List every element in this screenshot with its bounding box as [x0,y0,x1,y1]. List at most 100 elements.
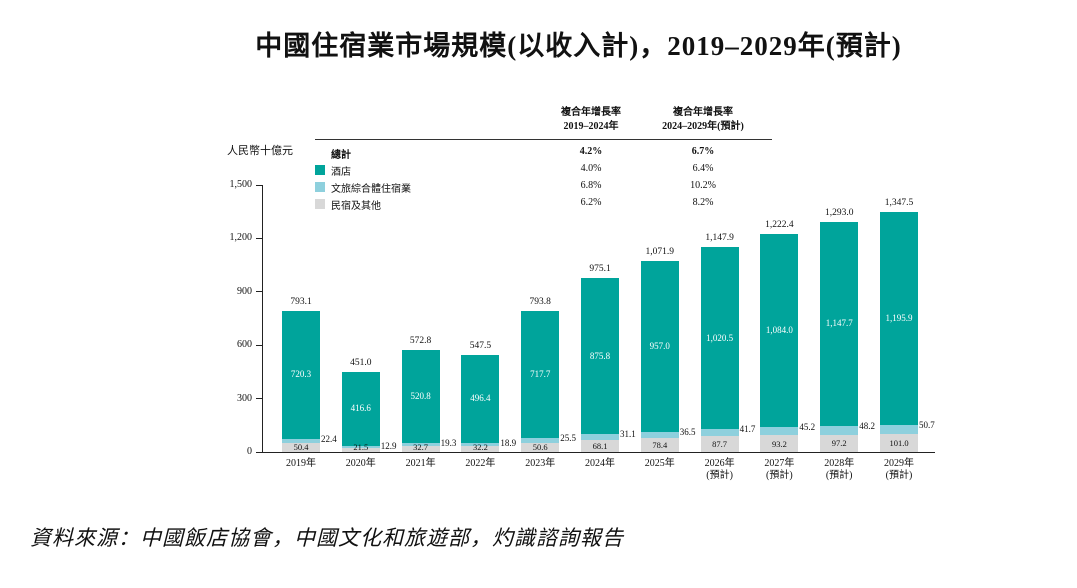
x-tick-label: 2024年 [585,458,615,469]
x-tick-label: 2027年 (預計) [764,458,795,481]
homestay-value-label: 87.7 [712,439,728,450]
hotel-value-label: 957.0 [649,340,670,351]
bar-segment-hotel [760,234,799,428]
cagr-value-hotel-2: 6.4% [692,163,714,174]
culture-tourism-value-label: 36.5 [679,426,696,437]
homestay-value-label: 78.4 [652,440,668,451]
legend-swatch-homestay [315,199,325,209]
y-tick-mark [256,398,262,400]
total-value-label: 1,347.5 [884,198,914,209]
homestay-value-label: 32.2 [472,442,488,452]
bar-segment-culture-tourism [401,442,440,447]
bar-segment-hotel [640,261,679,432]
bar-segment-culture-tourism [820,426,859,435]
bar-segment-hotel [401,350,440,443]
hotel-value-label: 875.8 [589,350,611,361]
y-tick-mark [256,184,262,186]
y-tick-mark [256,344,262,346]
y-tick-label: 600 [237,339,252,351]
bar-segment-homestay [820,434,859,452]
bar-segment-homestay [521,442,560,452]
x-tick-label: 2023年 [525,458,556,469]
cagr-value-culture-tourism-1: 6.8% [580,180,602,191]
bar-segment-culture-tourism [521,438,560,443]
homestay-value-label: 32.7 [413,442,429,452]
culture-tourism-value-label: 41.7 [739,423,756,434]
bar-segment-hotel [521,310,560,439]
bar-segment-homestay [880,434,918,452]
culture-tourism-value-label: 25.5 [560,433,576,444]
culture-tourism-value-label: 45.2 [799,422,816,433]
total-value-label: 793.8 [529,296,551,307]
cagr-value-homestay-1: 6.2% [580,197,602,208]
homestay-value-label: 68.1 [592,440,608,451]
hotel-value-label: 496.4 [470,393,491,404]
bar-segment-homestay [461,446,500,452]
x-axis-line [262,452,935,453]
bar-segment-hotel [282,310,320,440]
culture-tourism-value-label: 48.2 [859,421,875,432]
total-value-label: 1,071.9 [645,247,675,258]
hotel-value-label: 1,147.7 [825,318,853,329]
y-axis-line [262,185,263,453]
chart-title: 中國住宿業市場規模(以收入計)，2019–2029年(預計) [255,31,902,61]
homestay-value-label: 50.6 [532,442,548,452]
hotel-value-label: 1,084.0 [765,325,793,336]
source-note: 資料來源：中國飯店協會，中國文化和旅遊部，灼識諮詢報告 [30,526,624,550]
homestay-value-label: 21.5 [353,442,369,452]
bar-segment-homestay [760,435,799,452]
x-tick-label: 2021年 [405,458,436,469]
x-tick-label: 2029年 (預計) [884,458,914,481]
homestay-value-label: 101.0 [889,438,909,448]
cagr-header-2024-2029: 複合年增長率 2024–2029年(預計) [662,107,744,132]
y-tick-mark [256,237,262,239]
bar-segment-culture-tourism [581,434,619,440]
total-value-label: 793.1 [290,296,312,307]
y-axis-unit-label: 人民幣十億元 [227,145,293,157]
culture-tourism-value-label: 19.3 [440,437,457,448]
bar-segment-culture-tourism [640,431,679,439]
y-tick-label: 900 [237,285,252,297]
x-tick-label: 2028年 (預計) [824,458,855,481]
culture-tourism-value-label: 12.9 [380,440,397,451]
cagr-value-hotel-1: 4.0% [580,163,602,174]
bar-segment-culture-tourism [461,442,500,447]
y-tick-label: 300 [237,392,252,404]
y-tick-label: 1,500 [229,179,253,190]
legend-label-total: 總計 [331,150,351,161]
x-tick-label: 2025年 [644,458,675,469]
hotel-value-label: 1,020.5 [706,332,734,343]
homestay-value-label: 97.2 [831,438,847,449]
legend-label-hotel: 酒店 [331,167,351,178]
total-value-label: 451.0 [350,357,372,368]
x-tick-label: 2019年 [286,458,316,469]
total-value-label: 1,222.4 [765,220,794,231]
bar-segment-homestay [401,446,440,452]
y-tick-mark [256,451,262,453]
legend-label-homestay: 民宿及其他 [331,201,381,212]
hotel-value-label: 520.8 [410,390,431,401]
bar-segment-homestay [700,436,739,452]
legend-swatch-culture-tourism [315,182,325,192]
x-tick-label: 2026年 (預計) [704,458,735,481]
x-tick-label: 2022年 [465,458,496,469]
culture-tourism-value-label: 31.1 [620,429,636,440]
bar-segment-culture-tourism [282,439,320,444]
y-tick-label: 1,200 [229,232,253,244]
total-value-label: 975.1 [589,264,611,275]
y-tick-mark [256,291,262,293]
cagr-value-total-1: 4.2% [579,146,603,157]
bar-segment-hotel [341,371,380,446]
total-value-label: 572.8 [409,336,432,347]
cagr-header-2019-2024: 複合年增長率 2019–2024年 [561,107,621,132]
bar-segment-hotel [581,278,619,435]
total-value-label: 1,147.9 [705,233,734,244]
culture-tourism-value-label: 22.4 [321,434,337,445]
bar-segment-homestay [341,448,380,452]
cagr-value-culture-tourism-2: 10.2% [690,180,716,191]
hotel-value-label: 1,195.9 [885,313,913,324]
legend-label-culture-tourism: 文旅綜合體住宿業 [331,184,411,195]
hotel-value-label: 720.3 [290,369,312,380]
y-tick-label: 0 [247,446,252,457]
